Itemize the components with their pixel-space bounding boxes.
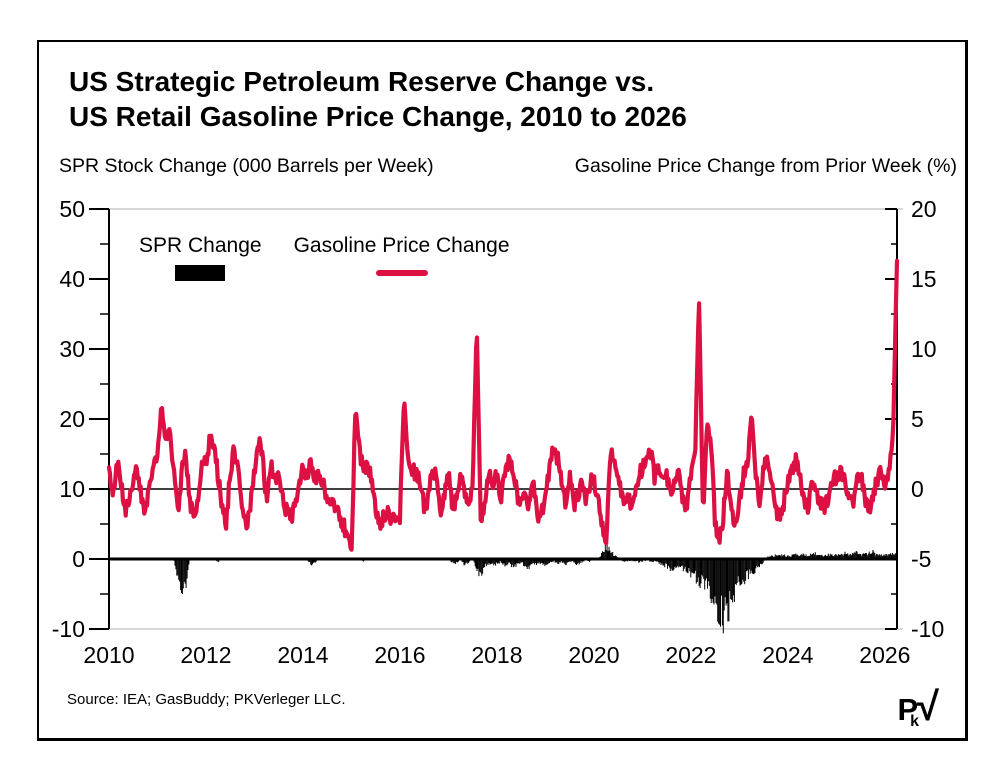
x-axis-year-label: 2010 (83, 642, 134, 668)
gasoline-line-series (106, 258, 900, 552)
left-axis-tick-label: 40 (59, 266, 85, 292)
source-note: Source: IEA; GasBuddy; PKVerleger LLC. (67, 691, 346, 708)
spr-bars-series (173, 543, 897, 634)
right-axis-title: Gasoline Price Change from Prior Week (%… (574, 155, 957, 177)
right-axis-tick-label: 0 (911, 476, 924, 502)
left-axis-tick-label: 30 (59, 336, 85, 362)
x-axis-year-label: 2014 (277, 642, 328, 668)
legend-label-spr: SPR Change (139, 234, 262, 257)
chart-figure: US Strategic Petroleum Reserve Change vs… (37, 40, 968, 741)
right-axis-tick-label: -10 (911, 616, 944, 642)
left-axis-tick-label: -10 (52, 616, 85, 642)
right-axis-tick-label: 15 (911, 266, 937, 292)
logo-radical-icon: √ (917, 685, 939, 729)
chart-title-line1: US Strategic Petroleum Reserve Change vs… (69, 66, 655, 97)
legend-item-gasoline: Gasoline Price Change (294, 234, 510, 281)
pkverleger-logo: Pk√ (897, 685, 949, 730)
chart-title: US Strategic Petroleum Reserve Change vs… (69, 64, 687, 134)
gasoline-swatch-icon (375, 270, 428, 276)
x-axis-year-label: 2016 (374, 642, 425, 668)
legend-item-spr: SPR Change (139, 234, 262, 281)
x-axis-year-label: 2024 (762, 642, 813, 668)
chart-title-line2: US Retail Gasoline Price Change, 2010 to… (69, 101, 687, 132)
left-axis-tick-label: 0 (72, 546, 85, 572)
right-axis-tick-label: 5 (911, 406, 924, 432)
axis-titles-row: SPR Stock Change (000 Barrels per Week) … (39, 155, 965, 178)
left-axis-tick-label: 50 (59, 196, 85, 222)
right-axis-tick-label: 20 (911, 196, 937, 222)
right-axis-tick-label: -5 (911, 546, 931, 572)
spr-swatch-icon (175, 265, 226, 281)
x-axis-year-label: 2012 (180, 642, 231, 668)
legend-label-gasoline: Gasoline Price Change (293, 234, 510, 257)
chart-legend: SPR Change Gasoline Price Change (139, 234, 510, 281)
x-axis-year-label: 2022 (665, 642, 716, 668)
left-axis-tick-label: 10 (59, 476, 85, 502)
x-axis-year-label: 2018 (471, 642, 522, 668)
left-axis-title: SPR Stock Change (000 Barrels per Week) (59, 155, 434, 177)
right-axis-tick-label: 10 (911, 336, 937, 362)
x-axis-year-label: 2020 (568, 642, 619, 668)
logo-letter-k: k (910, 713, 920, 730)
left-axis-tick-label: 20 (59, 406, 85, 432)
x-axis-year-label: 2026 (859, 642, 910, 668)
logo-letter-p: P (897, 692, 919, 727)
